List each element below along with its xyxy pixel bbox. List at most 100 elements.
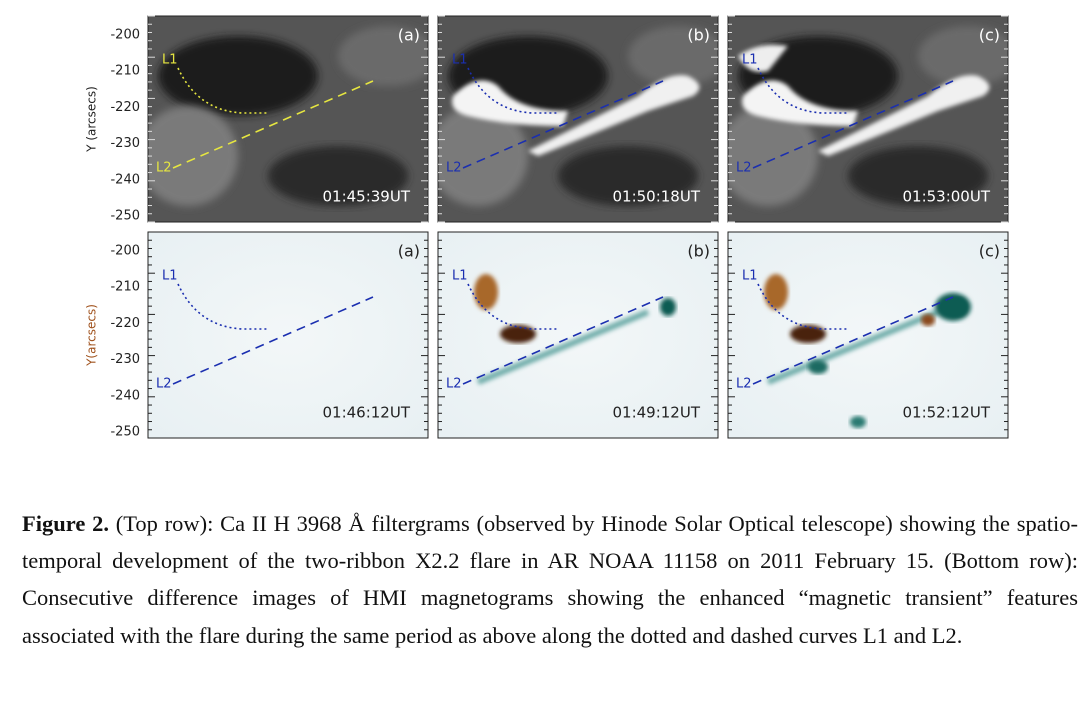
panel-frame <box>437 231 719 439</box>
curve-label: L1 <box>162 53 178 68</box>
panel: L1 L2 (b) 01:50:18UT <box>437 15 719 223</box>
curve-l2 <box>752 80 954 169</box>
timestamp: 01:52:12UT <box>902 404 990 422</box>
timestamp: 01:45:39UT <box>322 188 410 206</box>
y-axis-label: Y(arcsecs) <box>85 304 99 367</box>
gray-region <box>728 106 818 206</box>
y-tick-label: -220 <box>110 100 140 115</box>
curve-label: L1 <box>742 269 758 284</box>
gray-region <box>338 26 428 86</box>
panel-image <box>148 16 428 222</box>
y-tick-label: -200 <box>110 28 140 43</box>
curve-l2 <box>172 296 374 385</box>
curve-l1 <box>757 283 848 330</box>
negative-patch <box>660 298 676 316</box>
caption: Figure 2. (Top row): Ca II H 3968 Å filt… <box>22 505 1078 654</box>
positive-patch <box>764 274 788 310</box>
y-tick-label: -230 <box>110 352 140 367</box>
panel-label: (b) <box>687 26 710 45</box>
curve-label: L1 <box>452 53 468 68</box>
caption-label: Figure 2. <box>22 511 109 536</box>
curve-l2 <box>462 80 664 169</box>
gray-region <box>918 26 1008 86</box>
panel-frame <box>727 15 1009 223</box>
negative-patch <box>808 360 828 374</box>
negative-patch <box>850 416 866 428</box>
gray-region <box>148 106 238 206</box>
curve-label: L1 <box>742 53 758 68</box>
ribbon <box>818 75 990 156</box>
figure: Y (arcsecs) -200 -210 -220 -230 -240 -250 L1 L2 (… <box>85 15 1009 440</box>
ribbon <box>738 44 788 72</box>
y-tick-label: -220 <box>110 316 140 331</box>
panel-label: (b) <box>687 242 710 261</box>
gray-region <box>628 26 718 86</box>
curve-l2 <box>752 296 954 385</box>
curve-label: L2 <box>446 377 462 392</box>
curve-l1 <box>757 67 848 114</box>
panel-frame <box>727 231 1009 439</box>
panel-label: (c) <box>979 26 1000 45</box>
dark-region <box>848 146 988 206</box>
panel-image <box>148 232 428 438</box>
caption-text: (Top row): Ca II H 3968 Å filtergrams (o… <box>22 511 1078 648</box>
panel-label: (c) <box>979 242 1000 261</box>
curve-l1 <box>177 67 268 114</box>
negative-patch <box>935 293 971 321</box>
panel-image <box>438 232 718 438</box>
ribbon <box>528 75 700 156</box>
panel-frame <box>437 15 719 223</box>
panel: L1 L2 (a) 01:45:39UT <box>147 15 429 223</box>
panel-label: (a) <box>398 242 420 261</box>
ribbon <box>742 80 858 126</box>
panel: L1 L2 (c) 01:52:12UT <box>727 231 1009 439</box>
curve-label: L1 <box>162 269 178 284</box>
y-tick-label: -250 <box>110 425 140 440</box>
timestamp: 01:53:00UT <box>902 188 990 206</box>
panel-image <box>438 16 718 222</box>
y-tick-label: -200 <box>110 244 140 259</box>
positive-patch <box>921 314 935 326</box>
timestamp: 01:49:12UT <box>612 404 700 422</box>
background <box>148 232 428 438</box>
curve-label: L2 <box>736 377 752 392</box>
curve-l2 <box>462 296 664 385</box>
curve-l2 <box>172 80 374 169</box>
curve-label: L2 <box>736 161 752 176</box>
negative-streak <box>476 309 650 385</box>
panel: L1 L2 (c) 01:53:00UT <box>727 15 1009 223</box>
y-tick-label: -250 <box>110 209 140 224</box>
panel-image <box>728 232 1008 438</box>
panel-label: (a) <box>398 26 420 45</box>
y-tick-label: -230 <box>110 136 140 151</box>
curve-label: L1 <box>452 269 468 284</box>
timestamp: 01:50:18UT <box>612 188 700 206</box>
y-tick-label: -210 <box>110 280 140 295</box>
dark-region <box>268 146 408 206</box>
ribbon <box>452 80 568 126</box>
timestamp: 01:46:12UT <box>322 404 410 422</box>
panel-frame <box>147 15 429 223</box>
y-tick-label: -240 <box>110 172 140 187</box>
y-tick-label: -240 <box>110 388 140 403</box>
background <box>728 232 1008 438</box>
y-tick-label: -210 <box>110 64 140 79</box>
curve-label: L2 <box>156 377 172 392</box>
dark-region <box>558 146 698 206</box>
curve-l1 <box>467 283 558 330</box>
gray-region <box>438 106 528 206</box>
curve-l1 <box>467 67 558 114</box>
positive-patch <box>500 325 536 343</box>
panel-image <box>728 16 1008 222</box>
curve-label: L2 <box>156 161 172 176</box>
positive-patch <box>474 274 498 310</box>
panel: L1 L2 (b) 01:49:12UT <box>437 231 719 439</box>
panel: L1 L2 (a) 01:46:12UT <box>147 231 429 439</box>
panel-frame <box>147 231 429 439</box>
positive-patch <box>790 325 826 343</box>
negative-streak <box>766 309 940 385</box>
background <box>438 232 718 438</box>
dark-region <box>158 36 318 116</box>
curve-label: L2 <box>446 161 462 176</box>
